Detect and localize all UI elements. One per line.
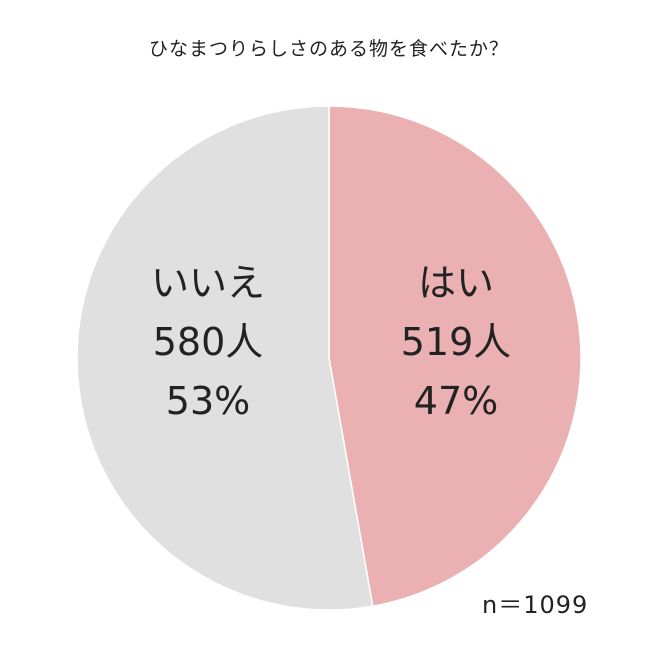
slice-percent-label-1: 53% xyxy=(166,379,250,423)
slice-count-label-1: 580人 xyxy=(153,320,264,364)
chart-title: ひなまつりらしさのある物を食べたか？ xyxy=(148,38,509,60)
slice-label-0: はい xyxy=(418,261,494,305)
slice-label-1: いいえ xyxy=(151,261,265,305)
sample-size-label: n＝1099 xyxy=(482,591,589,619)
slice-count-label-0: 519人 xyxy=(401,320,512,364)
pie-slice-1 xyxy=(76,105,374,611)
pie-slice-0 xyxy=(328,105,582,608)
slice-percent-label-0: 47% xyxy=(414,379,498,423)
